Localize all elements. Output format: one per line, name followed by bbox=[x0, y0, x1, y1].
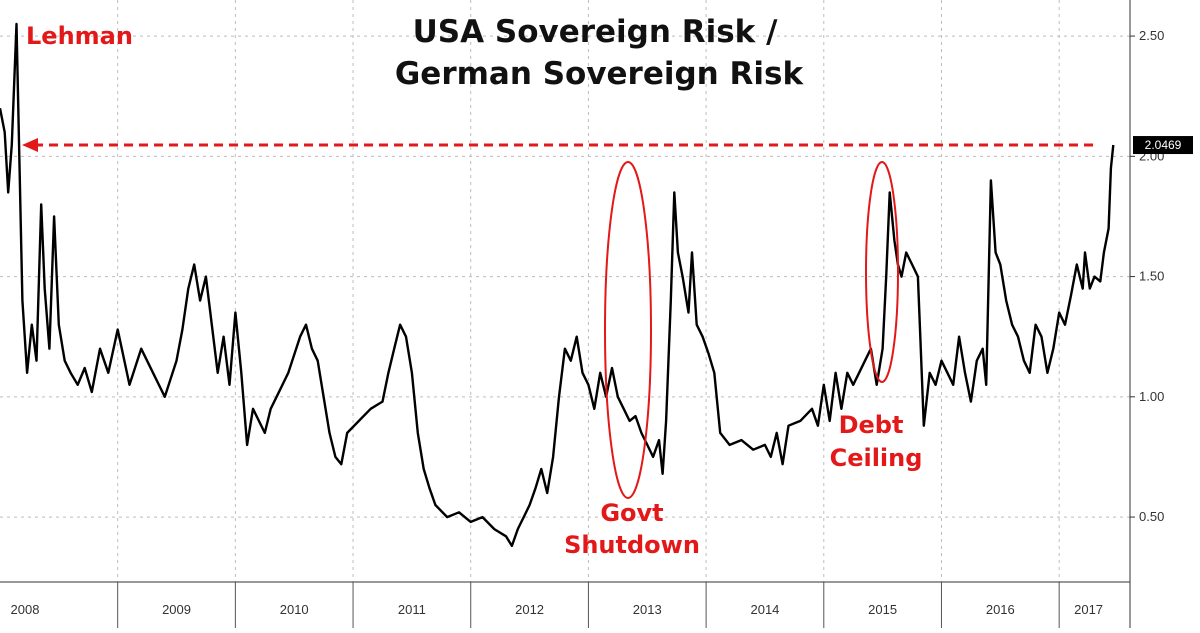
x-tick-label: 2012 bbox=[515, 602, 544, 617]
annotation-lehman: Lehman bbox=[26, 22, 133, 50]
x-tick-label: 2015 bbox=[868, 602, 897, 617]
y-tick-label: 0.50 bbox=[1139, 509, 1164, 524]
x-ticks: 2008 2009 2010 2011 2012 2013 2014 2015 2016 2017 bbox=[11, 582, 1103, 628]
x-tick-label: 2010 bbox=[280, 602, 309, 617]
annotation-debt: Debt bbox=[839, 411, 904, 439]
x-tick-label: 2017 bbox=[1074, 602, 1103, 617]
debt-ceiling-ellipse bbox=[865, 161, 899, 383]
last-value-badge: 2.0469 bbox=[1133, 136, 1193, 155]
x-tick-label: 2013 bbox=[633, 602, 662, 617]
y-tick-label: 1.50 bbox=[1139, 269, 1164, 284]
annotation-shutdown: Shutdown bbox=[564, 531, 700, 559]
grid-layer bbox=[0, 0, 1130, 582]
y-tick-label: 1.00 bbox=[1139, 389, 1164, 404]
x-tick-label: 2008 bbox=[11, 602, 40, 617]
y-tick-label: 2.50 bbox=[1139, 28, 1164, 43]
x-tick-label: 2014 bbox=[750, 602, 779, 617]
x-tick-label: 2016 bbox=[986, 602, 1015, 617]
annotation-govt: Govt bbox=[600, 499, 663, 527]
govt-shutdown-ellipse bbox=[604, 161, 652, 499]
x-tick-label: 2011 bbox=[398, 602, 426, 617]
chart-title-line-1: USA Sovereign Risk / bbox=[413, 14, 778, 50]
chart-title-line-2: German Sovereign Risk bbox=[395, 56, 805, 92]
series-line bbox=[0, 22, 1115, 548]
reference-arrowhead bbox=[22, 138, 38, 153]
reference-line bbox=[22, 138, 1098, 153]
annotation-ceiling: Ceiling bbox=[830, 444, 923, 472]
x-tick-label: 2009 bbox=[162, 602, 191, 617]
last-value-label: 2.0469 bbox=[1145, 138, 1182, 152]
last-value-background bbox=[1133, 136, 1193, 155]
